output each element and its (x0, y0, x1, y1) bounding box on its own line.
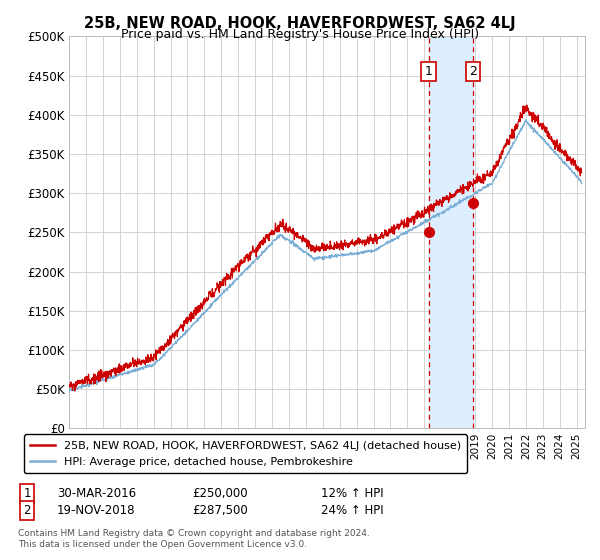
Text: 2: 2 (469, 65, 477, 78)
Legend: 25B, NEW ROAD, HOOK, HAVERFORDWEST, SA62 4LJ (detached house), HPI: Average pric: 25B, NEW ROAD, HOOK, HAVERFORDWEST, SA62… (23, 435, 467, 473)
Text: Contains HM Land Registry data © Crown copyright and database right 2024.
This d: Contains HM Land Registry data © Crown c… (18, 529, 370, 549)
Text: £250,000: £250,000 (192, 487, 248, 501)
Text: £287,500: £287,500 (192, 504, 248, 517)
Text: 1: 1 (425, 65, 433, 78)
Bar (428, 36, 473, 428)
Text: 30-MAR-2016: 30-MAR-2016 (57, 487, 136, 501)
Text: 12% ↑ HPI: 12% ↑ HPI (321, 487, 383, 501)
Text: 24% ↑ HPI: 24% ↑ HPI (321, 504, 383, 517)
Text: 19-NOV-2018: 19-NOV-2018 (57, 504, 136, 517)
Text: 2: 2 (23, 504, 31, 517)
Text: Price paid vs. HM Land Registry's House Price Index (HPI): Price paid vs. HM Land Registry's House … (121, 28, 479, 41)
Text: 25B, NEW ROAD, HOOK, HAVERFORDWEST, SA62 4LJ: 25B, NEW ROAD, HOOK, HAVERFORDWEST, SA62… (84, 16, 516, 31)
Text: 1: 1 (23, 487, 31, 501)
